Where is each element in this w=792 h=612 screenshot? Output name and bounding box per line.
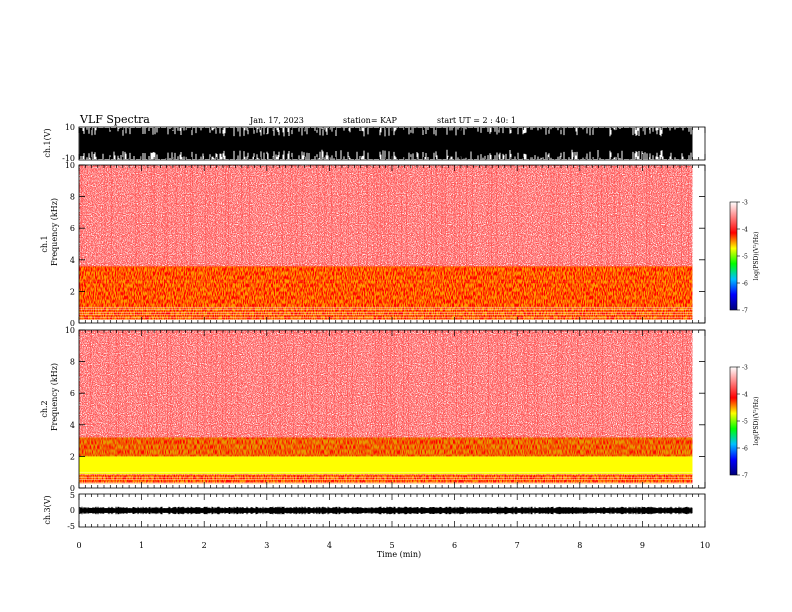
ch1-spectrogram-image [79, 165, 705, 323]
time-tick-label: 4 [327, 541, 332, 550]
ch2-freq-ticks: 0 2 4 6 8 10 [65, 326, 705, 493]
ch1-wave-ylabel: ch.1(V) [43, 128, 52, 157]
freq-tick-label: 0 [70, 319, 75, 328]
time-tick-label: 0 [76, 541, 81, 550]
ch3-wave-tick-top: 5 [70, 491, 75, 500]
colorbar-tick-label: -7 [742, 473, 748, 480]
colorbar-bar [729, 201, 738, 311]
ch1-freq-ticks: 0 2 4 6 8 10 [65, 161, 705, 328]
ch1-waveform-line [79, 128, 693, 159]
time-tick-marks [78, 127, 706, 527]
ch1-waveform-trace [79, 128, 693, 159]
header-date: Jan. 17, 2023 [249, 116, 304, 125]
colorbar-ch2: -3 -4 -5 -6 -7 log(PSD)(V²/Hz) [729, 365, 760, 480]
colorbar-label: log(PSD)(V²/Hz) [753, 232, 760, 281]
ch1-wave-tick-bottom: -10 [62, 154, 75, 163]
colorbar-ch1: -3 -4 -5 -6 -7 log(PSD)(V²/Hz) [729, 200, 760, 315]
spectrogram-band-texture-3 [79, 165, 693, 267]
ch1-spec-freq-label: Frequency (kHz) [50, 198, 59, 266]
spectrogram-band-texture-3 [79, 330, 693, 438]
time-axis-ticks [78, 127, 706, 527]
time-tick-label: 7 [515, 541, 520, 550]
ch2-spec-channel-label: ch.2 [40, 400, 49, 417]
freq-tick-label: 2 [70, 452, 75, 461]
time-tick-label: 8 [577, 541, 582, 550]
freq-tick-label: 4 [70, 421, 75, 430]
spectrogram-band-texture-1 [79, 281, 693, 309]
ch1-waveform-panel: 10 -10 ch.1(V) [43, 123, 706, 163]
ch3-waveform-trace [79, 506, 693, 515]
freq-tick-label: 8 [70, 193, 75, 202]
time-tick-label: 5 [389, 541, 394, 550]
time-tick-label: 2 [202, 541, 207, 550]
header-start-time: start UT = 2 : 40: 1 [437, 116, 516, 125]
colorbar-tick-label: -3 [742, 365, 748, 372]
freq-tick-label: 4 [70, 256, 75, 265]
spectrogram-band-texture-1 [79, 456, 693, 474]
freq-tick-label: 2 [70, 287, 75, 296]
ch3-waveform-line [79, 506, 693, 515]
time-axis-tick-labels: 0 1 2 3 4 5 6 7 8 9 10 [76, 541, 710, 550]
ch3-wave-ylabel: ch.3(V) [43, 495, 52, 524]
time-tick-label: 3 [264, 541, 269, 550]
colorbar-tick-label: -5 [742, 254, 748, 261]
spectrogram-band-texture-0 [79, 473, 693, 484]
freq-tick-label: 10 [65, 161, 75, 170]
colorbar-tick-label: -4 [742, 392, 748, 399]
freq-tick-label: 8 [70, 358, 75, 367]
spectrogram-no-data [692, 330, 705, 488]
ch2-spec-freq-label: Frequency (kHz) [50, 363, 59, 431]
ch3-wave-tick-mid: 0 [70, 506, 75, 515]
header-station: station= KAP [343, 116, 398, 125]
ch1-spec-channel-label: ch.1 [40, 235, 49, 252]
time-tick-label: 10 [700, 541, 710, 550]
colorbar-tick-label: -3 [742, 200, 748, 207]
freq-tick-label: 6 [70, 224, 75, 233]
page-title: VLF Spectra [79, 113, 150, 126]
spectrogram-striations-3 [89, 330, 688, 438]
colorbar-tick-label: -6 [742, 446, 748, 453]
spectrogram-no-data [692, 165, 705, 323]
spectrogram-band-texture-2 [79, 266, 693, 282]
colorbar-tick-label: -4 [742, 227, 748, 234]
time-tick-label: 9 [640, 541, 645, 550]
colorbar-bar [729, 366, 738, 476]
ch1-spectrogram-panel: 0 2 4 6 8 10 ch.1 Frequency (kHz) [40, 161, 706, 328]
ch1-wave-tick-top: 10 [65, 123, 75, 132]
time-tick-label: 1 [139, 541, 144, 550]
colorbar-tick-label: -5 [742, 419, 748, 426]
ch3-waveform-panel: 5 0 -5 ch.3(V) [43, 491, 706, 531]
spectrogram-band-texture-0 [79, 308, 693, 320]
colorbar-tick-label: -7 [742, 308, 748, 315]
time-axis-label: Time (min) [377, 550, 421, 559]
freq-tick-label: 6 [70, 389, 75, 398]
freq-tick-label: 0 [70, 484, 75, 493]
spectrogram-striations-3 [81, 165, 689, 267]
colorbar-label: log(PSD)(V²/Hz) [753, 397, 760, 446]
time-tick-label: 6 [452, 541, 457, 550]
colorbar-tick-label: -6 [742, 281, 748, 288]
spectrogram-band-texture-2 [79, 437, 693, 457]
ch2-spectrogram-panel: 0 2 4 6 8 10 ch.2 Frequency (kHz) [40, 326, 706, 493]
ch3-wave-tick-bottom: -5 [67, 522, 75, 531]
freq-tick-label: 10 [65, 326, 75, 335]
ch2-spectrogram-image [79, 330, 705, 488]
